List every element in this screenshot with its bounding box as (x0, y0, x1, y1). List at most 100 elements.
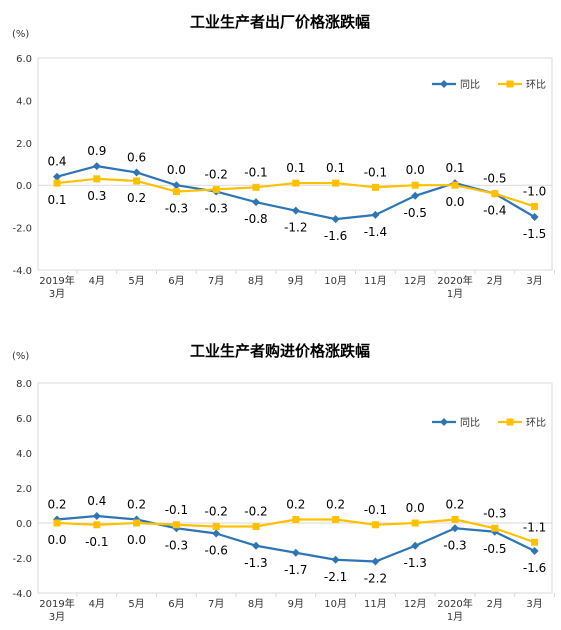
data-label-mom: 0.2 (445, 498, 464, 512)
data-label-mom: 0.0 (445, 195, 464, 209)
x-tick-label: 2月 (487, 598, 503, 610)
data-point-mom (332, 179, 340, 187)
data-point-mom (292, 179, 300, 187)
data-point-yoy (291, 548, 300, 557)
data-point-mom (172, 188, 180, 196)
y-unit-label: (%) (12, 29, 29, 40)
data-point-mom (252, 183, 260, 191)
y-tick-label: 6.0 (16, 414, 32, 425)
y-unit-label: (%) (12, 351, 29, 362)
y-tick-label: 2.0 (16, 484, 32, 495)
y-tick-label: 0.0 (16, 181, 32, 192)
y-tick-label: 8.0 (16, 379, 32, 390)
data-label-mom: 0.0 (406, 163, 425, 177)
data-point-yoy (371, 557, 380, 566)
data-point-yoy (411, 191, 420, 200)
data-label-yoy: -0.3 (443, 538, 466, 552)
data-point-mom (371, 183, 379, 191)
x-tick-label: 12月 (404, 598, 427, 610)
x-tick-label: 6月 (168, 275, 184, 287)
data-point-mom (93, 521, 101, 529)
data-label-mom: -0.2 (244, 505, 267, 519)
data-label-yoy: -0.8 (244, 212, 267, 226)
data-label-mom: 0.2 (286, 498, 305, 512)
x-tick-label: 3月 (526, 275, 542, 287)
data-point-mom (53, 519, 61, 527)
x-tick-label: 9月 (288, 598, 304, 610)
y-tick-label: -4.0 (12, 589, 32, 600)
data-label-mom: -0.1 (364, 165, 387, 179)
data-point-mom (491, 190, 499, 198)
x-tick-label: 7月 (208, 598, 224, 610)
data-point-yoy (291, 206, 300, 215)
data-point-mom (451, 516, 459, 523)
data-point-yoy (132, 168, 141, 177)
chart-title: 工业生产者出厂价格涨跌幅 (190, 13, 370, 31)
data-label-mom: 0.2 (127, 191, 146, 205)
data-point-yoy (530, 547, 539, 555)
data-point-yoy (331, 215, 340, 224)
data-label-yoy: 0.4 (87, 494, 106, 508)
x-tick-label: 2019年 (39, 274, 74, 287)
legend-marker-yoy (440, 418, 448, 426)
data-label-yoy: 0.6 (127, 150, 146, 164)
data-label-yoy: -1.5 (523, 227, 546, 241)
data-label-yoy: 0.9 (87, 144, 106, 158)
data-point-mom (53, 179, 61, 187)
data-label-mom: -0.3 (165, 202, 188, 216)
data-label-yoy: -0.5 (483, 172, 506, 186)
data-label-yoy: -1.6 (324, 229, 347, 243)
data-label-mom: 0.1 (326, 161, 345, 175)
data-label-mom: 0.0 (127, 533, 146, 547)
data-label-mom: -0.1 (364, 503, 387, 517)
data-point-yoy (92, 512, 101, 520)
x-tick-label: 2020年 (437, 597, 472, 610)
y-tick-label: 0.0 (16, 519, 32, 530)
data-label-yoy: -0.6 (204, 544, 227, 558)
x-tick-label: 10月 (324, 275, 347, 287)
x-tick-label: 10月 (324, 598, 347, 610)
data-label-mom: -0.4 (483, 204, 506, 218)
data-point-mom (212, 185, 220, 193)
y-tick-label: -2.0 (12, 224, 32, 235)
y-tick-label: 6.0 (16, 54, 32, 65)
x-tick-label: 1月 (447, 611, 463, 623)
y-tick-label: -2.0 (12, 554, 32, 565)
y-tick-label: -4.0 (12, 266, 32, 277)
data-point-yoy (212, 529, 221, 538)
x-tick-label: 12月 (404, 275, 427, 287)
data-label-yoy: -1.4 (364, 225, 387, 239)
data-point-mom (491, 524, 499, 532)
chart-ppi-output: 工业生产者出厂价格涨跌幅 (%) 6.0 4.0 2.0 0.0 -2.0 -4.0 2019年… (12, 13, 555, 300)
data-label-mom: 0.3 (87, 189, 106, 203)
x-tick-label: 4月 (89, 598, 105, 610)
data-point-mom (411, 181, 419, 189)
data-point-yoy (92, 162, 101, 171)
data-label-yoy: -0.5 (483, 542, 506, 556)
data-point-yoy (252, 541, 260, 550)
legend-label-mom: 环比 (526, 417, 546, 429)
data-label-yoy: -0.3 (204, 202, 227, 216)
legend-marker-mom (506, 80, 514, 88)
data-label-yoy: 0.0 (167, 163, 186, 177)
x-tick-label: 2019年 (39, 597, 74, 610)
data-point-yoy (451, 524, 459, 533)
x-tick-label: 3月 (49, 288, 65, 300)
data-label-mom: 0.0 (406, 501, 425, 515)
data-label-yoy: -2.1 (324, 570, 347, 584)
data-point-mom (292, 516, 300, 523)
data-label-mom: 0.2 (326, 498, 345, 512)
chart-ppi-purchase: 工业生产者购进价格涨跌幅 (%) 8.0 6.0 4.0 2.0 0.0 -2.0 -4.0 20… (12, 342, 555, 623)
plot-area (37, 57, 553, 271)
data-label-mom: 0.0 (47, 533, 66, 547)
data-label-mom: -1.0 (523, 184, 546, 198)
y-tick-label: 4.0 (16, 96, 32, 107)
data-point-mom (531, 202, 539, 210)
x-tick-label: 5月 (128, 598, 144, 610)
legend-label-yoy: 同比 (460, 417, 480, 429)
legend-marker-yoy (440, 80, 448, 88)
x-tick-label: 5月 (128, 275, 144, 287)
x-tick-label: 4月 (89, 275, 105, 287)
x-tick-label: 3月 (526, 598, 542, 610)
data-label-mom: -0.1 (85, 535, 108, 549)
